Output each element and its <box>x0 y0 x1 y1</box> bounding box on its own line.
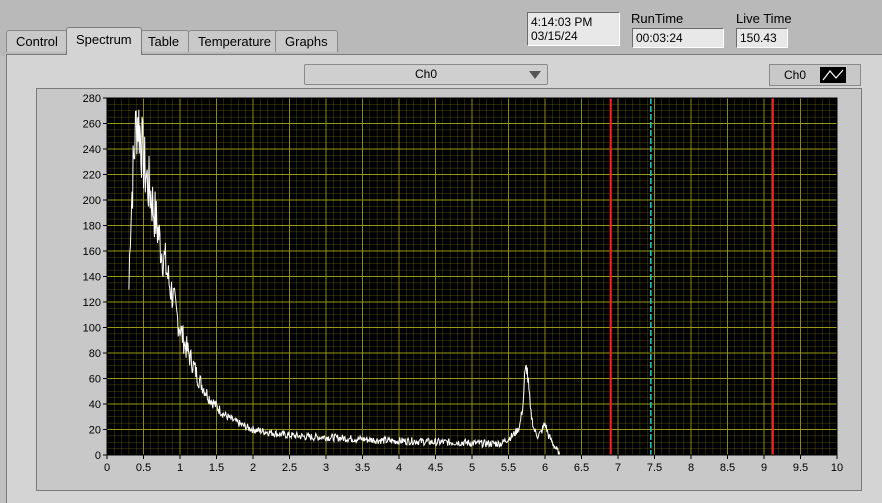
chevron-down-icon <box>529 71 541 79</box>
y-tick-label: 100 <box>83 323 101 335</box>
runtime-label: RunTime <box>631 11 684 26</box>
x-tick-label: 2.5 <box>282 462 297 474</box>
y-tick-label: 240 <box>83 144 101 156</box>
x-tick-label: 5.5 <box>501 462 516 474</box>
y-tick-label: 260 <box>83 119 101 131</box>
date-text: 03/15/24 <box>531 29 578 43</box>
x-tick-label: 4.5 <box>428 462 443 474</box>
x-tick-label: 1.5 <box>209 462 224 474</box>
x-tick-label: 8.5 <box>720 462 735 474</box>
channel-dropdown[interactable]: Ch0 <box>304 64 548 85</box>
x-tick-label: 9 <box>761 462 767 474</box>
y-tick-label: 200 <box>83 195 101 207</box>
tab-table[interactable]: Table <box>138 30 190 52</box>
datetime-display: 4:14:03 PM 03/15/24 <box>527 12 620 46</box>
x-tick-label: 9.5 <box>793 462 808 474</box>
y-tick-label: 60 <box>89 374 101 386</box>
y-tick-label: 160 <box>83 246 101 258</box>
x-tick-label: 5 <box>469 462 475 474</box>
x-tick-label: 7 <box>615 462 621 474</box>
x-tick-label: 3 <box>323 462 329 474</box>
x-tick-label: 4 <box>396 462 402 474</box>
x-tick-label: 6.5 <box>574 462 589 474</box>
x-tick-label: 1 <box>177 462 183 474</box>
channel-dropdown-value: Ch0 <box>414 67 437 81</box>
x-tick-label: 10 <box>831 462 843 474</box>
x-tick-label: 8 <box>688 462 694 474</box>
plot-border <box>106 97 838 456</box>
plot-legend-label: Ch0 <box>784 68 807 82</box>
tab-graphs[interactable]: Graphs <box>275 30 338 52</box>
spectrum-trace <box>128 109 561 456</box>
y-tick-label: 40 <box>89 399 101 411</box>
x-tick-label: 6 <box>542 462 548 474</box>
x-tick-label: 0 <box>104 462 110 474</box>
livetime-value: 150.43 <box>736 28 788 48</box>
y-tick-label: 0 <box>95 450 101 462</box>
runtime-value: 00:03:24 <box>632 28 724 48</box>
time-text: 4:14:03 PM <box>531 15 593 29</box>
plot-legend[interactable]: Ch0 <box>769 64 861 86</box>
y-tick-label: 120 <box>83 297 101 309</box>
x-tick-label: 7.5 <box>647 462 662 474</box>
y-tick-label: 220 <box>83 170 101 182</box>
y-tick-label: 20 <box>89 425 101 437</box>
livetime-label: Live Time <box>736 11 792 26</box>
y-tick-label: 140 <box>83 272 101 284</box>
x-tick-label: 3.5 <box>355 462 370 474</box>
y-tick-label: 80 <box>89 348 101 360</box>
x-tick-label: 0.5 <box>136 462 151 474</box>
y-tick-label: 280 <box>83 93 101 105</box>
line-style-icon <box>820 67 846 83</box>
y-tick-label: 180 <box>83 221 101 233</box>
x-tick-label: 2 <box>250 462 256 474</box>
tab-spectrum[interactable]: Spectrum <box>66 27 142 55</box>
